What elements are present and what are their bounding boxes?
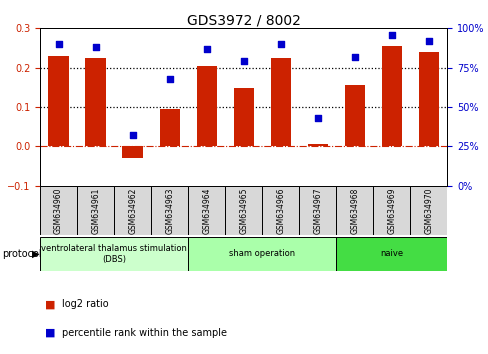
Bar: [196, 66, 217, 147]
Point: [203, 46, 210, 52]
Bar: [233, 88, 253, 147]
Text: GSM634963: GSM634963: [165, 187, 174, 234]
Text: GSM634966: GSM634966: [276, 187, 285, 234]
Text: ■: ■: [45, 299, 55, 309]
Bar: [409, 186, 447, 235]
Text: ▶: ▶: [32, 249, 40, 259]
Bar: [85, 58, 105, 147]
Text: GSM634965: GSM634965: [239, 187, 248, 234]
Bar: [40, 186, 77, 235]
Point: [313, 115, 321, 121]
Title: GDS3972 / 8002: GDS3972 / 8002: [186, 13, 300, 27]
Point: [350, 54, 358, 59]
Text: GSM634960: GSM634960: [54, 187, 63, 234]
Text: GSM634961: GSM634961: [91, 187, 100, 234]
Point: [239, 58, 247, 64]
Bar: [418, 52, 438, 147]
Bar: [159, 109, 180, 147]
Bar: [262, 186, 299, 235]
Point: [55, 41, 62, 47]
Point: [92, 44, 100, 50]
Bar: [225, 186, 262, 235]
Text: GSM634962: GSM634962: [128, 187, 137, 234]
Bar: [122, 147, 142, 158]
Text: naive: naive: [380, 250, 403, 258]
Bar: [336, 186, 373, 235]
Point: [424, 38, 432, 44]
Text: GSM634970: GSM634970: [424, 187, 432, 234]
Text: GSM634969: GSM634969: [386, 187, 396, 234]
Text: GSM634967: GSM634967: [313, 187, 322, 234]
Bar: [188, 237, 336, 271]
Text: ■: ■: [45, 328, 55, 338]
Bar: [188, 186, 225, 235]
Text: protocol: protocol: [2, 249, 42, 259]
Text: log2 ratio: log2 ratio: [62, 299, 108, 309]
Point: [276, 41, 284, 47]
Bar: [344, 85, 365, 147]
Bar: [307, 144, 327, 147]
Text: GSM634964: GSM634964: [202, 187, 211, 234]
Point: [165, 76, 173, 81]
Bar: [40, 237, 188, 271]
Text: ventrolateral thalamus stimulation
(DBS): ventrolateral thalamus stimulation (DBS): [41, 244, 187, 264]
Text: GSM634968: GSM634968: [349, 187, 359, 234]
Bar: [373, 186, 409, 235]
Point: [387, 32, 395, 38]
Bar: [336, 237, 447, 271]
Bar: [48, 56, 69, 147]
Bar: [77, 186, 114, 235]
Bar: [114, 186, 151, 235]
Point: [128, 133, 136, 138]
Text: percentile rank within the sample: percentile rank within the sample: [62, 328, 226, 338]
Bar: [151, 186, 188, 235]
Bar: [270, 58, 290, 147]
Bar: [299, 186, 336, 235]
Text: sham operation: sham operation: [229, 250, 295, 258]
Bar: [381, 46, 401, 147]
